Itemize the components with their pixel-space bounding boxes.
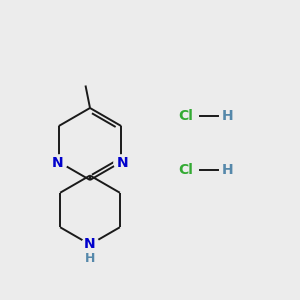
Text: H: H [85,252,95,265]
Text: Cl: Cl [178,109,194,122]
Text: N: N [84,238,96,251]
Text: N: N [52,156,63,170]
Text: H: H [222,109,234,122]
Text: Cl: Cl [178,163,194,176]
Text: N: N [117,156,128,170]
Text: H: H [222,163,234,176]
